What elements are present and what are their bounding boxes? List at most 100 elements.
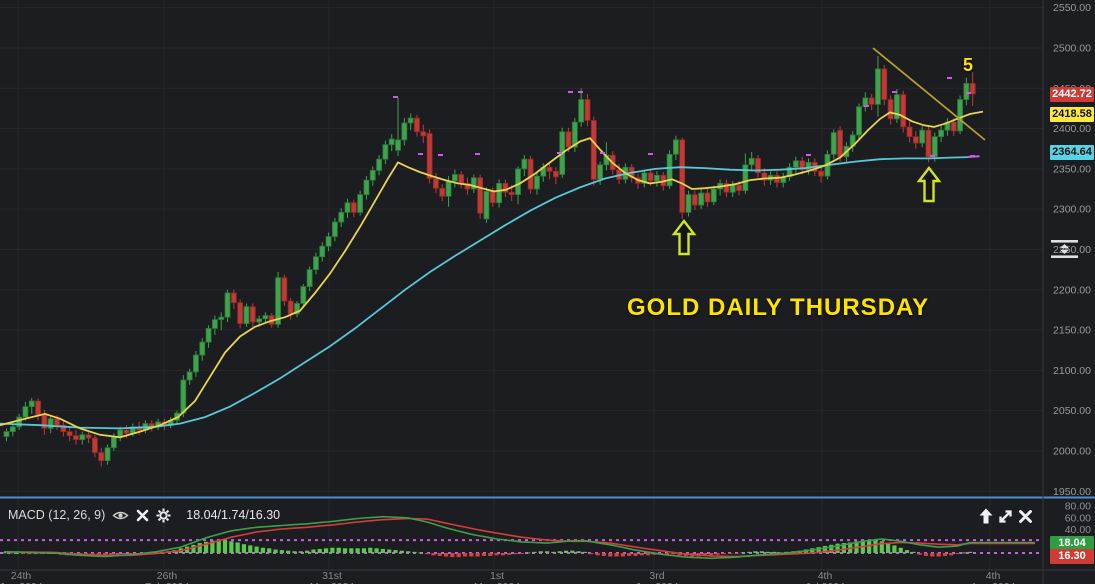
last-price-label: 2442.72 (1050, 86, 1094, 102)
macd-hist-bar (961, 552, 966, 554)
macd-indicator-header: MACD (12, 26, 9) 18.04/1.74/16.30 (8, 506, 280, 524)
candle-body (496, 182, 502, 204)
macd-hist-bar (412, 551, 417, 553)
candle-body (249, 306, 256, 323)
macd-hist-bar (639, 553, 644, 556)
macd-hist-bar (709, 553, 714, 556)
candle-body (508, 191, 515, 196)
up-arrow-drawing[interactable] (671, 219, 697, 256)
date-label-day: 4th (818, 570, 833, 582)
macd-hist-bar (475, 553, 480, 557)
candle-body (875, 68, 881, 105)
macd-hist-bar (387, 549, 392, 553)
price-tick-label: 2500.00 (1053, 42, 1091, 54)
candle-body (755, 157, 761, 174)
candle-body (969, 83, 976, 95)
macd-hist-bar (886, 543, 891, 553)
candle-body (894, 94, 900, 120)
candle-body (433, 178, 439, 189)
candle-body (887, 99, 894, 120)
purple-marker (864, 105, 869, 107)
candle-body (262, 315, 269, 320)
macd-hist-bar (557, 551, 562, 553)
eye-visibility-icon[interactable] (112, 509, 129, 522)
candle-body (199, 341, 206, 356)
candle-body (218, 316, 225, 320)
macd-hist-bar (620, 553, 625, 557)
macd-hist-bar (323, 548, 329, 553)
candle-body (331, 221, 338, 237)
macd-hist-bar (728, 553, 733, 554)
purple-marker (557, 152, 562, 154)
candle-body (85, 434, 92, 439)
candle-body (123, 429, 130, 434)
macd-pane-buttons (979, 508, 1033, 524)
macd-hist-bar (766, 551, 771, 553)
macd-hist-bar (936, 553, 941, 557)
close-pane-icon[interactable] (1018, 509, 1033, 524)
macd-hist-bar (349, 548, 354, 553)
macd-hist-bar (544, 551, 550, 553)
settings-gear-icon[interactable] (156, 508, 171, 523)
candle-body (22, 406, 29, 418)
macd-hist-bar (425, 553, 430, 555)
candle-body (641, 172, 648, 184)
candle-body (3, 431, 10, 437)
purple-marker (475, 153, 480, 155)
candle-body (704, 192, 711, 203)
macd-hist-bar (841, 543, 846, 553)
move-pane-up-icon[interactable] (979, 508, 993, 524)
macd-hist-bar (481, 553, 487, 556)
candle-body (363, 179, 370, 196)
candle-body (837, 129, 843, 158)
candle-body (66, 431, 73, 437)
candle-body (477, 177, 484, 214)
macd-hist-bar (835, 543, 840, 553)
fast-ma-line[interactable] (0, 110, 984, 439)
macd-hist-bar (222, 540, 228, 553)
purple-marker (393, 96, 398, 98)
candle-body (382, 144, 389, 160)
price-scale-drag-handle-icon[interactable] (1051, 239, 1078, 264)
price-tick-label: 1950.00 (1053, 486, 1091, 498)
wave-count-label[interactable]: 5 (963, 55, 974, 75)
drawn-trendline[interactable] (872, 47, 986, 141)
macd-hist-bar (532, 551, 537, 553)
macd-hist-bar (595, 553, 600, 556)
maximize-pane-icon[interactable] (998, 509, 1013, 524)
macd-hist-bar (513, 553, 518, 555)
macd-hist-bar (305, 550, 310, 553)
candle-body (527, 158, 534, 190)
candle-body (502, 182, 509, 193)
macd-hist-bar (507, 553, 512, 555)
macd-hist-bar (942, 553, 948, 556)
candle-body (92, 437, 98, 453)
remove-indicator-icon[interactable] (136, 509, 149, 522)
macd-hist-bar (601, 553, 607, 556)
candle-body (414, 117, 420, 133)
macd-hist-bar (330, 547, 335, 553)
macd-hist-bar (822, 545, 828, 553)
candle-body (73, 435, 79, 441)
macd-hist-bar (406, 551, 411, 553)
candle-body (666, 153, 673, 187)
macd-hist-bar (563, 550, 569, 553)
up-arrow-drawing[interactable] (916, 166, 942, 203)
macd-hist-bar (128, 553, 133, 555)
price-tick-label: 2350.00 (1053, 163, 1091, 175)
candle-body (439, 187, 446, 197)
candle-body (647, 172, 654, 182)
annotation-note-text[interactable]: GOLD DAILY THURSDAY (627, 294, 930, 321)
candle-body (451, 174, 458, 182)
candle-body (369, 170, 376, 181)
candle-body (180, 379, 187, 414)
macd-hist-bar (898, 547, 903, 553)
purple-marker (578, 91, 583, 93)
macd-indicator-title[interactable]: MACD (12, 26, 9) (8, 508, 106, 522)
candle-body (325, 236, 332, 247)
macd-tick-label: 60.00 (1065, 512, 1091, 524)
purple-marker (966, 92, 971, 94)
date-label-month: Jul 2024 (805, 581, 845, 584)
macd-hist-bar (102, 553, 108, 556)
